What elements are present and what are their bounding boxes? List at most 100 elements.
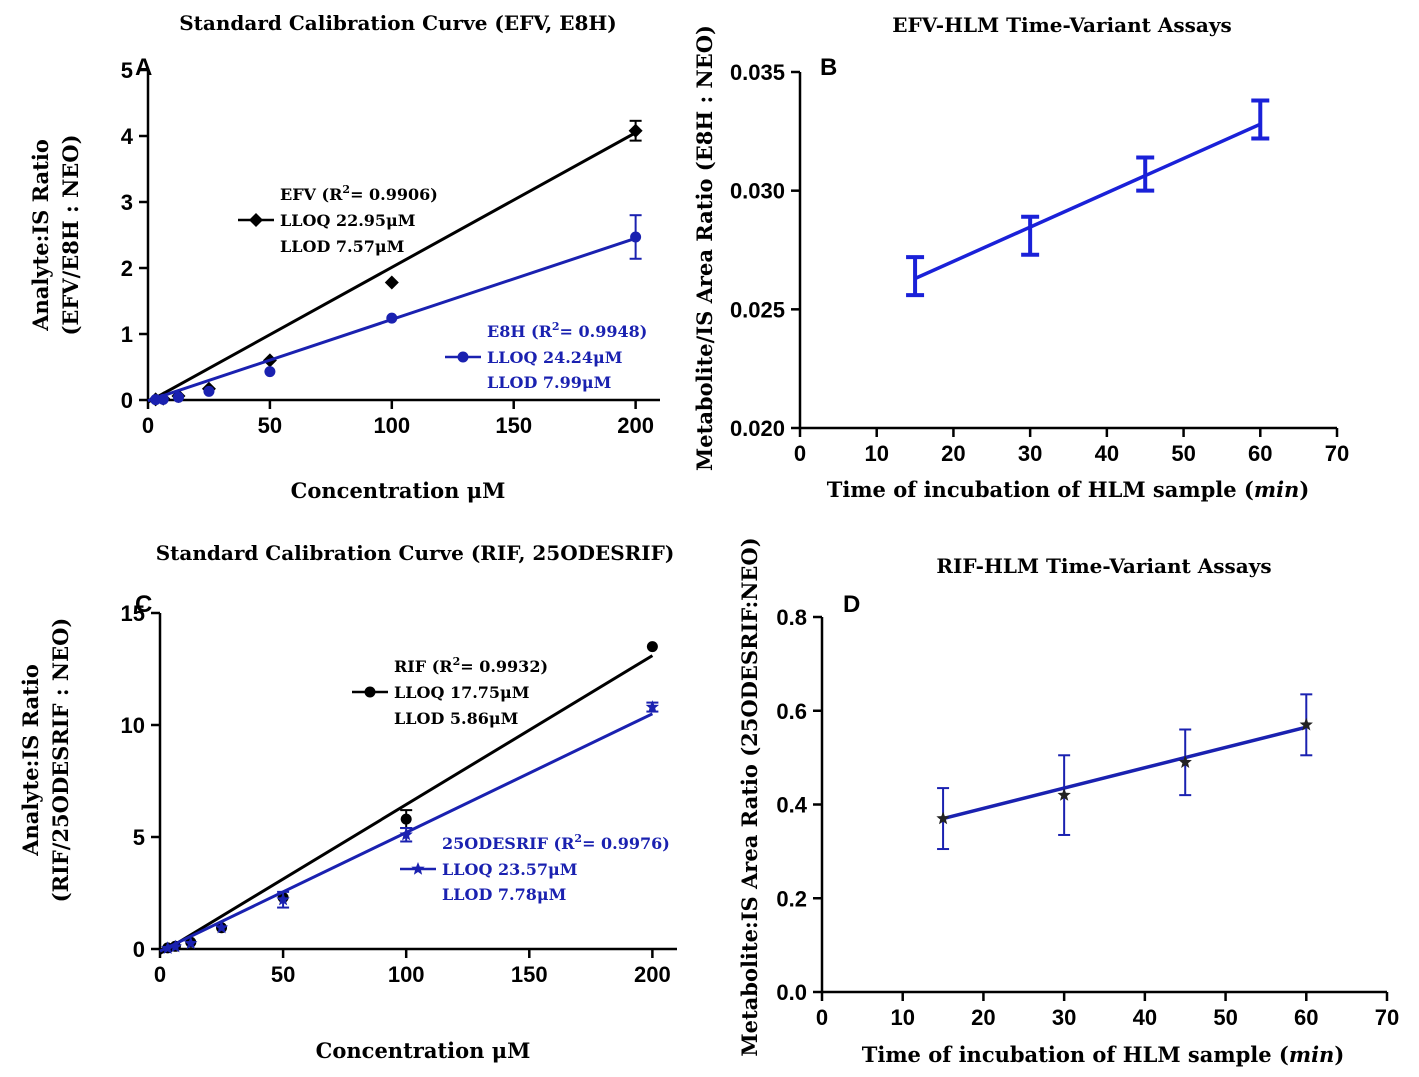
y-tick-label: 0.030 (730, 179, 785, 204)
legend-superscript: 2 (342, 183, 350, 196)
x-tick-label: 40 (1133, 1005, 1157, 1030)
legend-RIF: RIF (R2= 0.9932) LLOQ 17.75μM LLOD 5.86μM (352, 655, 548, 728)
chart-title: RIF-HLM Time-Variant Assays (936, 554, 1271, 578)
series-E8H (906, 98, 1270, 298)
series-25ODESRIF (936, 693, 1313, 851)
data-point (1178, 755, 1192, 768)
y-tick-label: 0 (121, 388, 133, 413)
legend-25ODESRIF: 25ODESRIF (R2= 0.9976) LLOQ 23.57μM LLOD 7… (400, 832, 670, 904)
data-point (386, 312, 398, 324)
series-E8H (147, 214, 642, 406)
fit-line (159, 654, 654, 955)
legend-title: RIF (R2= 0.9932) (394, 655, 548, 676)
data-point (264, 366, 276, 378)
x-tick-label: 0 (816, 1005, 828, 1030)
legend-r2: = 0.9906) (350, 185, 438, 204)
series-25ODESRIF (159, 700, 659, 954)
data-point (172, 391, 184, 403)
legend-r2: = 0.9976) (582, 834, 670, 853)
chart-panel-A: Standard Calibration Curve (EFV, E8H) A 0 5… (28, 11, 660, 503)
data-point (1299, 717, 1313, 731)
x-tick-label: 200 (617, 413, 654, 438)
x-tick-label: 0 (794, 441, 806, 466)
x-tick-label: 200 (634, 962, 671, 987)
data-point (646, 641, 658, 653)
x-tick-label: 100 (373, 413, 410, 438)
legend-E8H: E8H (R2= 0.9948) LLOQ 24.24μM LLOD 7.99μM (445, 320, 647, 392)
x-tick-label: 150 (511, 962, 548, 987)
legend-name: EFV (R (280, 185, 343, 204)
y-tick-label: 5 (133, 825, 145, 850)
y-tick-label: 0.6 (776, 699, 807, 724)
x-axis-label-unit: min (1254, 477, 1299, 502)
data-point (157, 393, 169, 405)
x-axis-label-text: Time of incubation of HLM sample ( (827, 477, 1254, 502)
x-axis-label: Time of incubation of HLM sample (min) (827, 477, 1310, 502)
x-axis-label-unit: min (1289, 1042, 1334, 1067)
y-tick-label: 0.2 (776, 886, 807, 911)
x-tick-label: 60 (1248, 441, 1272, 466)
data-point (168, 939, 182, 953)
data-point (161, 941, 175, 954)
panel-letter: D (843, 591, 860, 618)
chart-title: Standard Calibration Curve (RIF, 25ODESR… (156, 541, 675, 565)
x-tick-label: 60 (1294, 1005, 1318, 1030)
legend-llod: LLOD 5.86μM (394, 709, 518, 728)
y-axis-label-line1: Analyte:IS Ratio (28, 139, 53, 332)
legend-llod: LLOD 7.99μM (487, 373, 611, 392)
panel-letter: C (135, 591, 152, 618)
y-axis-label: Metabolite/IS Area Ratio (E8H : NEO) (692, 25, 717, 471)
legend-lloq: LLOQ 24.24μM (487, 348, 622, 367)
y-tick-label: 0.035 (730, 60, 785, 85)
data-point (203, 385, 215, 397)
data-point (399, 827, 413, 841)
fit-line (942, 725, 1307, 821)
legend-name: E8H (R (487, 322, 553, 341)
x-axis-label: Time of incubation of HLM sample (min) (862, 1042, 1345, 1067)
y-axis-label-line1: Analyte:IS Ratio (18, 664, 43, 857)
legend-title: EFV (R2= 0.9906) (280, 183, 438, 204)
y-axis-label-line2: (RIF/25ODESRIF : NEO) (48, 618, 73, 903)
legend-marker (411, 862, 425, 875)
legend-superscript: 2 (574, 832, 582, 845)
chart-panel-C: Standard Calibration Curve (RIF, 25ODESR… (18, 541, 677, 1063)
legend-superscript: 2 (453, 655, 461, 668)
legend-lloq: LLOQ 22.95μM (280, 211, 415, 230)
data-point (628, 123, 643, 138)
panel-letter: A (135, 54, 152, 81)
x-tick-label: 50 (271, 962, 295, 987)
data-point (184, 936, 198, 950)
x-axis-label: Concentration μM (291, 478, 506, 503)
x-axis-label: Concentration μM (316, 1038, 531, 1063)
data-point (276, 892, 290, 906)
x-tick-label: 50 (258, 413, 282, 438)
x-tick-label: 30 (1018, 441, 1042, 466)
data-point (384, 275, 399, 290)
x-tick-label: 0 (154, 962, 166, 987)
data-point (630, 231, 642, 243)
x-axis-label-close: ) (1334, 1042, 1344, 1067)
legend-lloq: LLOQ 23.57μM (442, 860, 577, 879)
x-tick-label: 20 (941, 441, 965, 466)
data-point (936, 811, 950, 825)
x-tick-label: 30 (1052, 1005, 1076, 1030)
legend-marker (364, 686, 376, 698)
legend-EFV: EFV (R2= 0.9906) LLOQ 22.95μM LLOD 7.57μM (238, 183, 438, 256)
y-tick-label: 0.025 (730, 297, 785, 322)
fit-line (914, 122, 1262, 281)
x-tick-label: 100 (388, 962, 425, 987)
legend-llod: LLOD 7.57μM (280, 237, 404, 256)
panel-letter: B (820, 54, 837, 81)
y-tick-label: 0.8 (776, 605, 807, 630)
data-point (1057, 788, 1071, 801)
y-tick-label: 4 (121, 124, 134, 149)
chart-title: Standard Calibration Curve (EFV, E8H) (179, 11, 617, 35)
x-tick-label: 20 (971, 1005, 995, 1030)
legend-name: RIF (R (394, 657, 453, 676)
x-axis-label-text: Time of incubation of HLM sample ( (862, 1042, 1289, 1067)
chart-panel-B: EFV-HLM Time-Variant Assays B 0 10 20 30 40 50 6… (692, 13, 1349, 502)
x-tick-label: 150 (495, 413, 532, 438)
legend-r2: = 0.9932) (460, 657, 548, 676)
legend-llod: LLOD 7.78μM (442, 885, 566, 904)
